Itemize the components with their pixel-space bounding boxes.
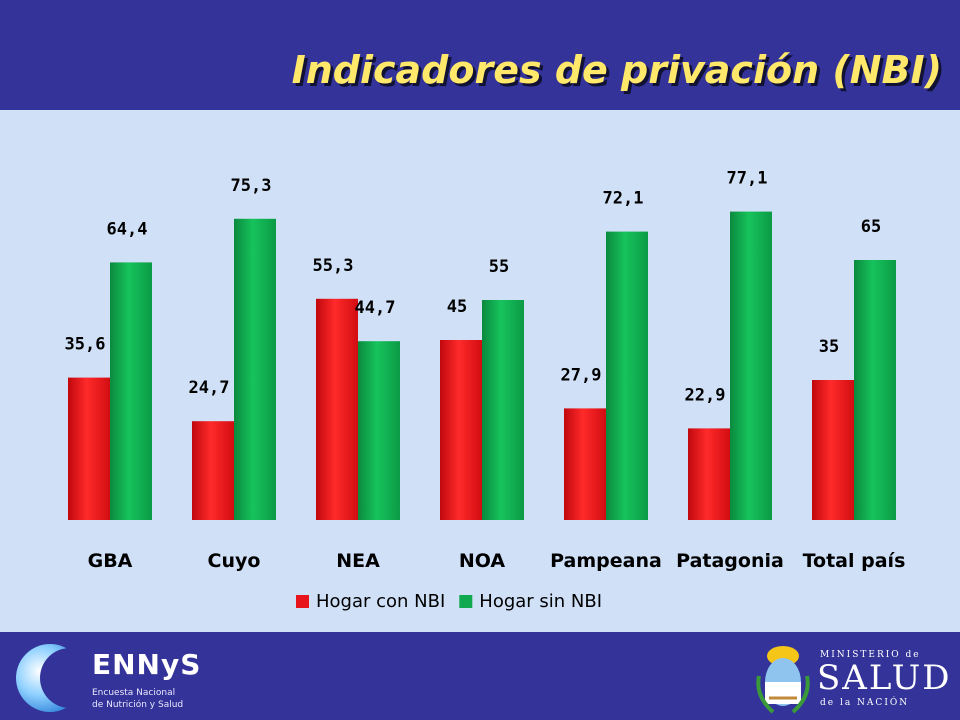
bar-con-nbi-0 (68, 377, 110, 520)
ministerio-salud-logo: MINISTERIO de SALUD de la NACIÓN (755, 636, 955, 718)
bar-con-nbi-2 (316, 298, 358, 520)
legend-swatch (459, 595, 473, 608)
ennys-logo: ENNyS Encuesta Nacional de Nutrición y S… (10, 638, 210, 716)
bar-chart: 35,6 64,4 24,7 75,3 55,3 44,7 45 55 27,9 72,1 22,9… (65, 169, 906, 612)
data-label: 72,1 (603, 189, 644, 209)
footer-bar: ENNyS Encuesta Nacional de Nutrición y S… (0, 632, 960, 720)
category-label: Cuyo (208, 550, 261, 572)
legend-label: Hogar sin NBI (479, 591, 602, 612)
category-label: Pampeana (550, 550, 662, 572)
data-label: 24,7 (189, 378, 230, 398)
ennys-logo-line2: de Nutrición y Salud (92, 700, 184, 710)
data-label: 44,7 (355, 298, 396, 318)
bar-sin-nbi-0 (110, 262, 152, 520)
category-label: GBA (88, 550, 133, 572)
national-coat-of-arms-icon (756, 646, 810, 714)
data-label: 55,3 (313, 256, 354, 276)
data-label: 77,1 (727, 169, 768, 189)
bar-con-nbi-5 (688, 428, 730, 520)
data-label: 64,4 (107, 219, 148, 239)
legend-swatch (296, 595, 309, 608)
bar-con-nbi-4 (564, 408, 606, 520)
data-label: 45 (447, 297, 467, 317)
category-label: NEA (336, 550, 380, 572)
data-label: 22,9 (685, 385, 726, 405)
category-label: Patagonia (676, 550, 784, 572)
bar-sin-nbi-2 (358, 341, 400, 520)
chart-legend: Hogar con NBI Hogar sin NBI (296, 591, 602, 612)
bar-con-nbi-6 (812, 380, 854, 520)
page-title: Indicadores de privación (NBI) (291, 48, 942, 92)
data-label: 75,3 (231, 176, 272, 196)
data-label: 35,6 (65, 335, 106, 355)
data-label: 27,9 (561, 365, 602, 385)
ministerio-salud-text: SALUD (817, 658, 952, 698)
data-label: 35 (819, 337, 839, 357)
category-label: Total país (803, 550, 906, 572)
chart-area: 35,6 64,4 24,7 75,3 55,3 44,7 45 55 27,9 72,1 22,9… (0, 110, 960, 632)
bar-con-nbi-1 (192, 421, 234, 520)
legend-label: Hogar con NBI (316, 591, 445, 612)
data-label: 55 (489, 257, 509, 277)
ennys-logo-line1: Encuesta Nacional (92, 688, 176, 698)
bar-sin-nbi-4 (606, 231, 648, 520)
category-label: NOA (459, 550, 506, 572)
bar-sin-nbi-1 (234, 218, 276, 521)
bar-con-nbi-3 (440, 340, 482, 520)
ennys-logo-text: ENNyS (92, 648, 202, 681)
header-bar: Indicadores de privación (NBI) (0, 0, 960, 110)
ministerio-top-text: MINISTERIO de (820, 650, 921, 660)
bar-sin-nbi-6 (854, 260, 896, 520)
bar-sin-nbi-5 (730, 211, 772, 520)
ennys-moon-icon (16, 644, 90, 712)
data-label: 65 (861, 217, 881, 237)
bar-sin-nbi-3 (482, 300, 524, 520)
ministerio-bottom-text: de la NACIÓN (820, 698, 910, 708)
